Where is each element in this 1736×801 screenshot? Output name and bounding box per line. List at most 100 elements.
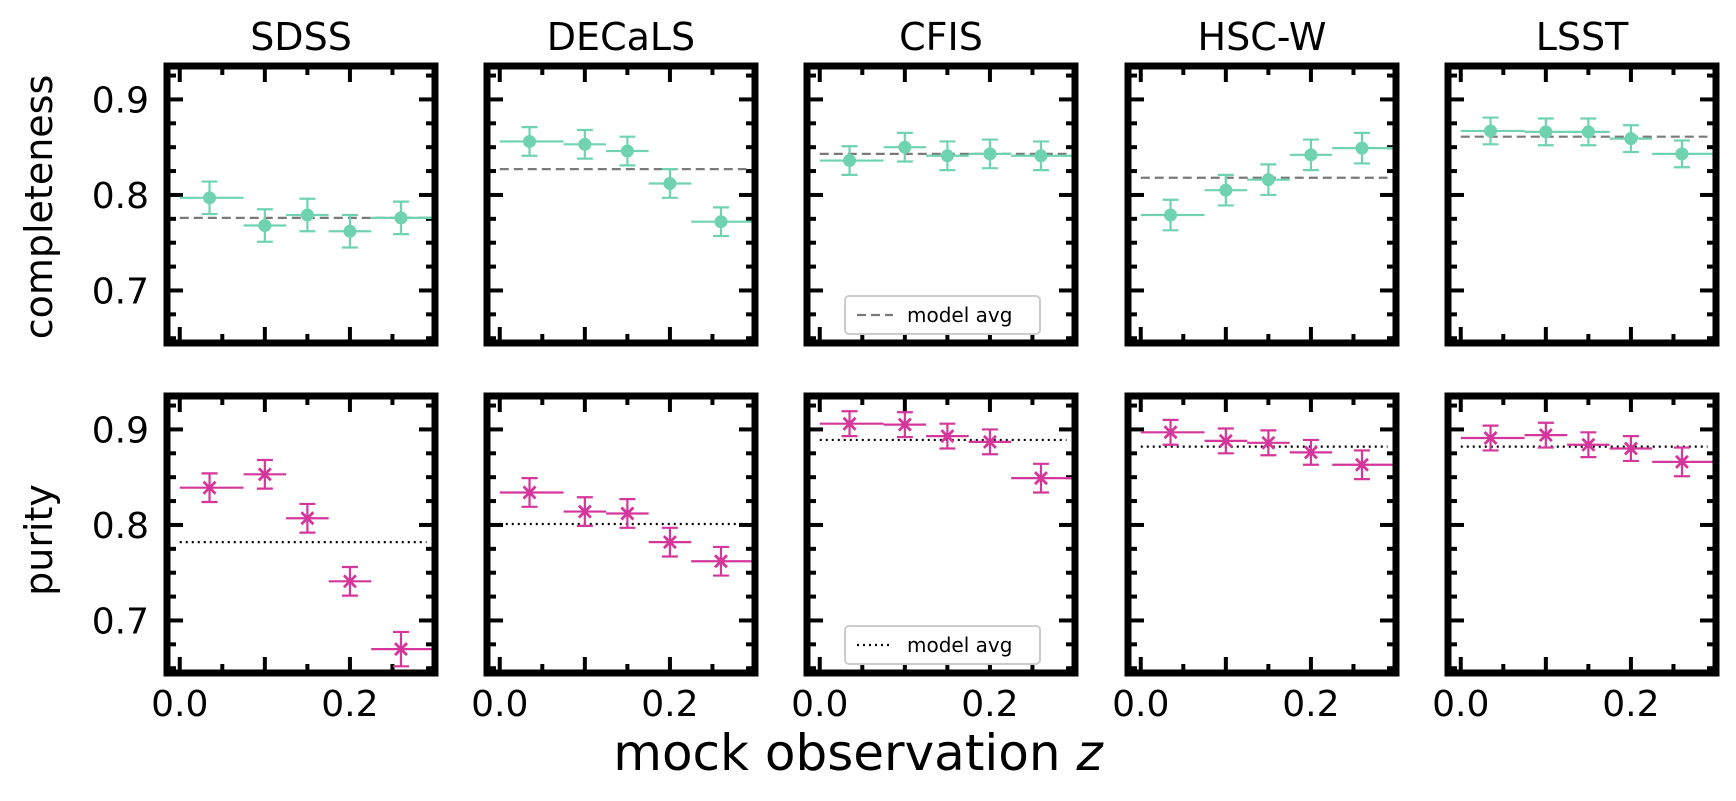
panel-title-decals: DECaLS	[547, 15, 695, 59]
x-tick-label: 0.0	[1432, 684, 1489, 725]
axes-frame	[483, 392, 759, 677]
legend-label: model avg	[907, 303, 1012, 327]
axes-frame	[163, 62, 439, 347]
axes-frame	[803, 62, 1079, 347]
data-point	[1460, 116, 1525, 146]
axes-frame	[483, 62, 759, 347]
data-point	[1289, 438, 1333, 466]
data-point	[1289, 138, 1333, 172]
data-point	[648, 168, 692, 199]
data-point	[499, 126, 564, 157]
x-tick-label: 0.0	[791, 684, 848, 725]
data-point	[926, 422, 969, 450]
y-tick-label: 0.7	[92, 601, 149, 642]
x-tick-label: 0.2	[641, 684, 698, 725]
panel-purity-hsc-w: 0.0 0.2	[1112, 392, 1400, 725]
data-point	[286, 502, 329, 534]
panel-completeness-cfis: model avg	[803, 62, 1079, 347]
data-point	[1204, 173, 1248, 207]
data-point	[1652, 446, 1716, 478]
data-point	[691, 206, 755, 238]
panel-title-lsst: LSST	[1536, 15, 1629, 59]
y-tick-label: 0.9	[92, 80, 149, 121]
legend: model avg	[844, 625, 1041, 665]
y-tick-label: 0.8	[92, 506, 149, 547]
data-point	[328, 213, 372, 249]
data-point	[1567, 431, 1610, 459]
data-point	[648, 526, 692, 558]
data-point	[179, 180, 244, 216]
data-point	[1140, 198, 1205, 232]
ylabel-purity: purity	[17, 484, 61, 596]
data-point	[1609, 435, 1653, 463]
axes-frame	[1124, 62, 1400, 347]
panel-completeness-hsc-w	[1124, 62, 1400, 347]
data-point	[1332, 131, 1396, 165]
x-tick-label: 0.2	[1602, 684, 1659, 725]
ylabel-completeness: completeness	[17, 75, 61, 340]
panel-purity-decals: 0.0 0.2	[471, 392, 759, 725]
data-point	[606, 135, 649, 167]
data-point	[563, 496, 607, 528]
data-point	[691, 545, 755, 577]
data-point	[1011, 140, 1075, 172]
legend: model avg	[844, 295, 1041, 335]
data-point	[179, 472, 244, 504]
y-tick-label: 0.8	[92, 176, 149, 217]
panel-completeness-decals	[483, 62, 759, 347]
data-point	[968, 428, 1012, 456]
data-point	[1652, 139, 1716, 169]
panel-purity-lsst: 0.0 0.2	[1432, 392, 1720, 725]
data-point	[883, 411, 927, 439]
axes-frame	[1444, 392, 1720, 677]
axes-frame	[1124, 392, 1400, 677]
xlabel-text: mock observation	[613, 724, 1060, 782]
data-point	[243, 458, 287, 490]
data-point	[1140, 418, 1205, 446]
data-point	[371, 200, 435, 236]
data-point	[1247, 429, 1290, 457]
data-point	[819, 410, 884, 438]
data-point	[1247, 163, 1290, 197]
data-point	[499, 477, 564, 508]
data-point	[1460, 424, 1525, 452]
data-point	[1609, 124, 1653, 154]
x-tick-label: 0.0	[1112, 684, 1169, 725]
data-point	[371, 630, 435, 668]
data-point	[1204, 427, 1248, 455]
data-point	[1567, 117, 1610, 147]
x-tick-label: 0.0	[471, 684, 528, 725]
data-point	[243, 208, 287, 243]
panel-completeness-sdss: 0.7 0.8 0.9	[92, 62, 439, 347]
data-point	[819, 145, 884, 176]
data-point	[1011, 462, 1075, 494]
data-point	[606, 498, 649, 529]
panel-title-hsc-w: HSC-W	[1198, 15, 1327, 59]
data-point	[1332, 449, 1396, 481]
x-tick-label: 0.0	[151, 684, 208, 725]
y-tick-label: 0.7	[92, 271, 149, 312]
data-point	[883, 131, 927, 163]
data-point	[328, 565, 372, 597]
panel-purity-cfis: 0.0 0.2 model avg	[791, 392, 1079, 725]
x-tick-label: 0.2	[1282, 684, 1339, 725]
xlabel: mock observation z	[613, 724, 1104, 782]
data-point	[286, 197, 329, 233]
legend-label: model avg	[907, 633, 1012, 657]
x-tick-label: 0.2	[321, 684, 378, 725]
axes-frame	[803, 392, 1079, 677]
data-point	[1524, 421, 1568, 449]
axes-frame	[163, 392, 439, 677]
x-tick-label: 0.2	[961, 684, 1018, 725]
panel-purity-sdss: 0.7 0.8 0.9 0.0 0.2	[92, 392, 439, 725]
data-point	[563, 128, 607, 160]
xlabel-var: z	[1076, 724, 1105, 782]
y-tick-label: 0.9	[92, 410, 149, 451]
data-point	[1524, 117, 1568, 147]
panel-title-cfis: CFIS	[899, 15, 983, 59]
data-point	[968, 138, 1012, 170]
data-point	[926, 140, 969, 172]
axes-frame	[1444, 62, 1720, 347]
panel-completeness-lsst	[1444, 62, 1720, 347]
